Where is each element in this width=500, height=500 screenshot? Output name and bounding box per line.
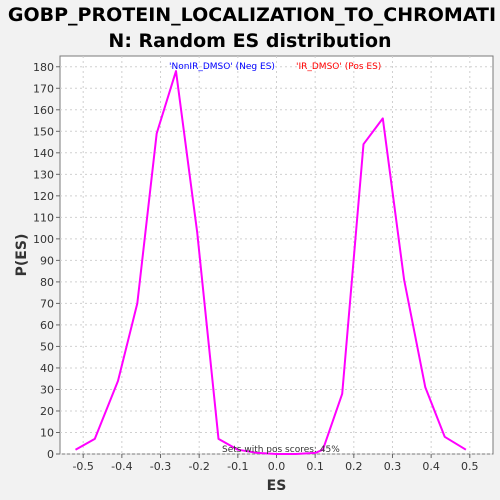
chart-title-line-2: N: Random ES distribution	[108, 30, 392, 52]
chart-title: GOBP_PROTEIN_LOCALIZATION_TO_CHROMATI N:…	[0, 2, 500, 54]
y-tick-label: 140	[33, 147, 54, 160]
x-tick-label: 0.5	[461, 460, 479, 473]
y-tick-label: 150	[33, 125, 54, 138]
x-tick-label: 0.4	[422, 460, 440, 473]
y-tick-label: 80	[40, 276, 54, 289]
y-tick-label: 10	[40, 426, 54, 439]
y-tick-label: 130	[33, 168, 54, 181]
y-tick-label: 160	[33, 104, 54, 117]
y-tick-label: 50	[40, 340, 54, 353]
y-tick-label: 30	[40, 383, 54, 396]
y-tick-label: 90	[40, 254, 54, 267]
chart-title-line-1: GOBP_PROTEIN_LOCALIZATION_TO_CHROMATI	[7, 4, 497, 26]
y-tick-label: 60	[40, 319, 54, 332]
x-tick-label: 0.3	[384, 460, 402, 473]
series-layer	[75, 70, 467, 455]
x-tick-label: 0.2	[345, 460, 363, 473]
x-tick-label: -0.4	[111, 460, 132, 473]
x-axis-ticks: -0.5 -0.4 -0.3 -0.2 -0.1 0.0 0.1 0.2 0.3 0.4 0.5	[72, 454, 479, 473]
x-tick-label: -0.3	[150, 460, 171, 473]
x-tick-label: -0.5	[72, 460, 93, 473]
y-axis-ticks: 0 10 20 30 40 50 60 70 80 90 100 110 120 130 140 150 160…	[33, 61, 60, 461]
y-tick-label: 120	[33, 190, 54, 203]
y-tick-label: 100	[33, 233, 54, 246]
y-tick-label: 70	[40, 297, 54, 310]
x-tick-label: 0.1	[306, 460, 324, 473]
x-tick-label: -0.2	[188, 460, 209, 473]
y-tick-label: 170	[33, 82, 54, 95]
y-tick-label: 20	[40, 405, 54, 418]
y-axis-label: P(ES)	[14, 234, 30, 277]
y-tick-label: 110	[33, 211, 54, 224]
legend-pos-es: 'IR_DMSO' (Pos ES)	[296, 62, 381, 72]
legend-neg-es: 'NonIR_DMSO' (Neg ES)	[169, 62, 275, 72]
series-line	[75, 70, 467, 455]
pos-score-annotation: Sets with pos scores: 45%	[222, 445, 340, 455]
y-tick-label: 40	[40, 362, 54, 375]
x-tick-label: 0.0	[268, 460, 286, 473]
y-tick-label: 0	[47, 448, 54, 461]
x-tick-label: -0.1	[227, 460, 248, 473]
x-axis-label: ES	[267, 478, 287, 494]
y-tick-label: 180	[33, 61, 54, 74]
